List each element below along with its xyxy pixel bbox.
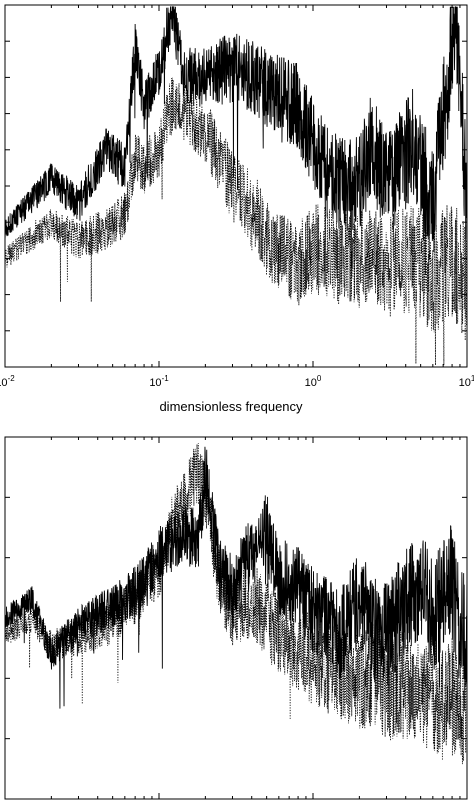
top-chart-x-tick-labels: 10-2 10-1 100 101 (0, 374, 474, 389)
bottom-chart-series (4, 443, 468, 765)
bottom-chart-x-ticks (50, 437, 461, 799)
top-chart-series (4, 6, 468, 366)
series-line-solid (4, 6, 468, 269)
top-chart-x-ticks (50, 5, 461, 367)
x-tick-label: 100 (305, 374, 322, 389)
series-line-dotted (4, 77, 468, 366)
top-chart: 10-2 10-1 100 101 dimensionless frequency (0, 4, 474, 414)
series-line-solid (4, 446, 468, 709)
x-tick-label: 10-2 (0, 374, 15, 389)
bottom-chart (4, 436, 468, 800)
x-tick-label: 101 (459, 374, 474, 389)
top-chart-x-axis-label: dimensionless frequency (159, 399, 303, 414)
x-tick-label: 10-1 (149, 374, 169, 389)
series-line-dotted (4, 443, 468, 765)
